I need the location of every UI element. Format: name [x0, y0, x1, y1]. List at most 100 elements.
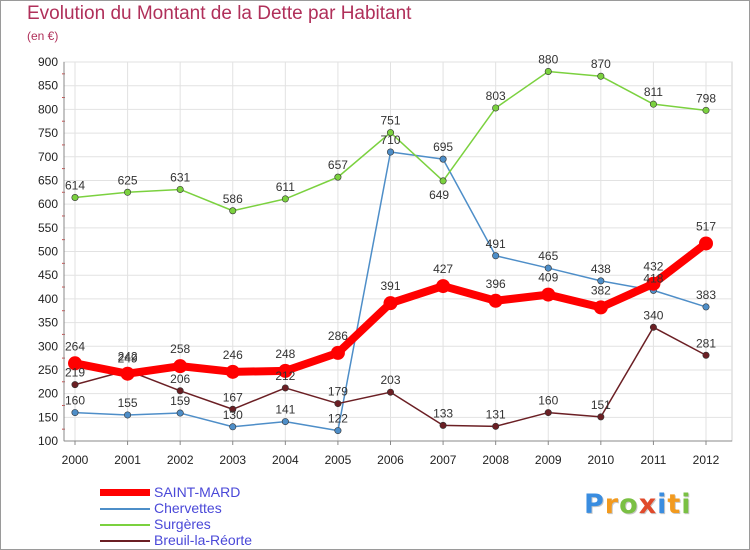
- y-tick-label: 200: [38, 387, 58, 401]
- data-label-surg-res: 870: [591, 57, 611, 71]
- data-label-surg-res: 798: [696, 91, 716, 105]
- data-point-surg-res: [702, 106, 710, 114]
- data-label-saint-mard: 517: [696, 219, 716, 233]
- legend-label-breuil-la-r-orte: Breuil-la-Réorte: [154, 532, 253, 548]
- data-labels: 160 155 159 130 141 122 710 695 491 465 438 418 383 6…: [65, 52, 716, 425]
- data-label-chervettes: 491: [486, 237, 506, 251]
- data-label-breuil-la-r-orte: 206: [170, 372, 190, 386]
- legend-swatch-surg-res: [100, 524, 150, 526]
- logo-letter: i: [657, 489, 668, 520]
- data-label-surg-res: 803: [486, 89, 506, 103]
- y-tick-label: 250: [38, 363, 58, 377]
- data-label-chervettes: 122: [328, 412, 348, 426]
- data-point-saint-mard: [541, 287, 556, 302]
- line-chart: 100 150 200 250 300 350 400 450 500 550 600 650 700 7…: [38, 52, 733, 467]
- data-label-saint-mard: 432: [643, 260, 663, 274]
- data-point-chervettes: [597, 277, 605, 285]
- data-point-surg-res: [386, 129, 394, 137]
- data-point-saint-mard: [225, 364, 240, 379]
- y-tick-label: 750: [38, 126, 58, 140]
- data-point-saint-mard: [330, 345, 345, 360]
- legend-label-surg-res: Surgères: [154, 516, 211, 532]
- x-tick-label: 2008: [482, 453, 509, 467]
- data-point-surg-res: [334, 173, 342, 181]
- data-point-saint-mard: [68, 356, 82, 371]
- data-label-chervettes: 438: [591, 262, 611, 276]
- series-group: [68, 67, 713, 435]
- y-tick-label: 300: [38, 339, 58, 353]
- data-point-breuil-la-r-orte: [229, 405, 237, 413]
- logo-letter: P: [584, 489, 605, 520]
- legend-label-chervettes: Chervettes: [154, 500, 222, 516]
- y-tick-label: 900: [38, 55, 58, 69]
- data-point-chervettes: [124, 411, 132, 419]
- axes: 100 150 200 250 300 350 400 450 500 550 600 650 700 7…: [38, 55, 732, 467]
- x-tick-label: 2010: [587, 453, 614, 467]
- data-point-breuil-la-r-orte: [702, 351, 710, 359]
- x-tick-label: 2002: [167, 453, 194, 467]
- data-label-chervettes: 160: [65, 394, 85, 408]
- logo-letter: r: [604, 489, 620, 520]
- x-tick-label: 2001: [114, 453, 141, 467]
- data-point-breuil-la-r-orte: [386, 388, 394, 396]
- data-label-saint-mard: 382: [591, 283, 611, 297]
- data-label-saint-mard: 286: [328, 329, 348, 343]
- data-label-chervettes: 141: [275, 403, 295, 417]
- data-point-chervettes: [281, 418, 289, 426]
- data-point-chervettes: [492, 252, 500, 260]
- data-point-surg-res: [176, 185, 184, 193]
- data-point-surg-res: [439, 177, 447, 185]
- data-label-surg-res: 751: [380, 114, 400, 128]
- logo-letter: x: [638, 489, 658, 520]
- data-label-breuil-la-r-orte: 151: [591, 398, 611, 412]
- y-tick-label: 400: [38, 292, 58, 306]
- data-point-breuil-la-r-orte: [281, 384, 289, 392]
- data-point-saint-mard: [646, 276, 661, 291]
- data-point-saint-mard: [173, 359, 188, 374]
- data-label-saint-mard: 258: [170, 342, 190, 356]
- data-label-breuil-la-r-orte: 212: [275, 369, 295, 383]
- y-tick-label: 600: [38, 197, 58, 211]
- data-label-saint-mard: 242: [118, 350, 138, 364]
- data-label-saint-mard: 396: [486, 277, 506, 291]
- x-tick-label: 2005: [325, 453, 352, 467]
- data-label-breuil-la-r-orte: 179: [328, 385, 348, 399]
- x-tick-label: 2000: [62, 453, 89, 467]
- x-tick-label: 2012: [693, 453, 720, 467]
- data-point-surg-res: [597, 72, 605, 80]
- data-point-surg-res: [281, 195, 289, 203]
- data-point-breuil-la-r-orte: [492, 422, 500, 430]
- legend-swatch-breuil-la-r-orte: [100, 540, 150, 542]
- data-label-surg-res: 611: [276, 180, 295, 194]
- data-label-saint-mard: 246: [223, 348, 243, 362]
- y-tick-label: 150: [38, 410, 58, 424]
- data-point-saint-mard: [593, 300, 608, 315]
- data-label-chervettes: 130: [223, 408, 243, 422]
- data-point-chervettes: [176, 409, 184, 417]
- logo-letter: t: [667, 489, 682, 520]
- data-label-breuil-la-r-orte: 219: [65, 366, 85, 380]
- data-label-saint-mard: 264: [65, 339, 85, 353]
- data-label-surg-res: 811: [644, 85, 663, 99]
- data-point-saint-mard: [278, 363, 293, 378]
- data-point-surg-res: [229, 207, 237, 215]
- logo-letter: o: [619, 489, 639, 520]
- data-label-surg-res: 586: [223, 192, 243, 206]
- data-label-chervettes: 710: [380, 133, 400, 147]
- data-label-surg-res: 657: [328, 158, 348, 172]
- chart-title: Evolution du Montant de la Dette par Hab…: [27, 3, 412, 24]
- data-point-surg-res: [544, 67, 552, 75]
- data-point-surg-res: [492, 104, 500, 112]
- data-label-chervettes: 465: [538, 249, 558, 263]
- data-label-chervettes: 418: [643, 271, 663, 285]
- chart-unit: (en €): [27, 29, 59, 43]
- data-label-breuil-la-r-orte: 203: [380, 373, 400, 387]
- data-point-saint-mard: [383, 296, 398, 311]
- y-tick-label: 550: [38, 221, 58, 235]
- data-point-chervettes: [544, 264, 552, 272]
- data-label-chervettes: 155: [118, 396, 138, 410]
- data-point-breuil-la-r-orte: [649, 323, 657, 331]
- data-point-saint-mard: [699, 236, 713, 251]
- data-point-breuil-la-r-orte: [439, 421, 447, 429]
- data-point-chervettes: [702, 303, 710, 311]
